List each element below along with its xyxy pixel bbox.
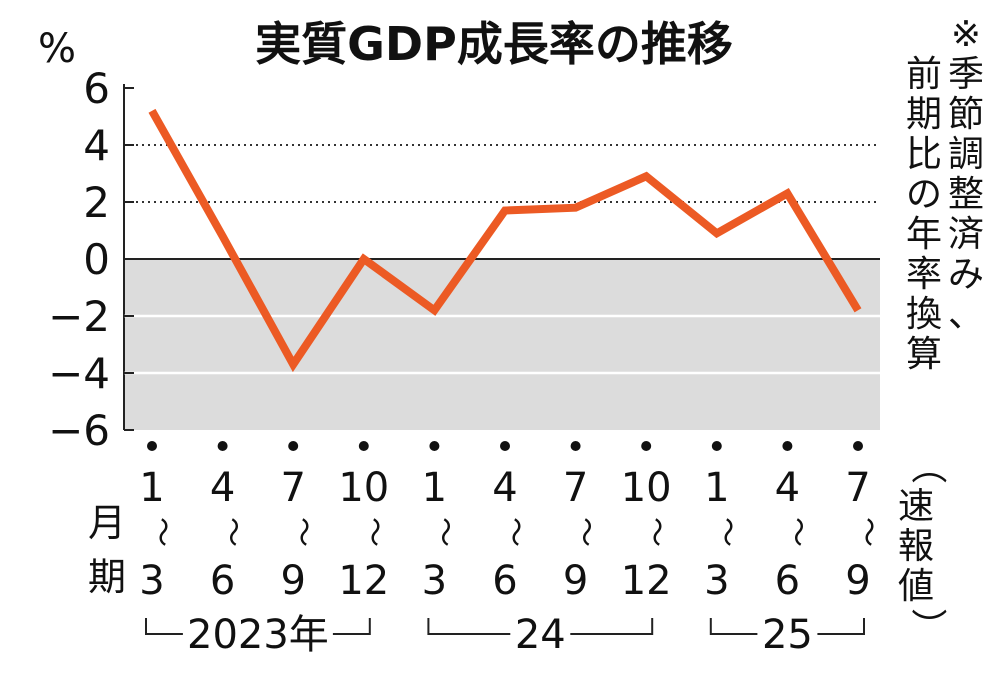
x-tick-tilde: ～ <box>144 517 179 547</box>
x-axis-prefix-month: 月 <box>88 501 126 545</box>
note-char: 年 <box>906 214 942 255</box>
flash-char: 値 <box>898 566 934 607</box>
x-tick-dot <box>288 441 299 451</box>
y-tick-label: −4 <box>48 349 110 398</box>
year-bracket-right <box>570 618 654 635</box>
x-tick-start: 7 <box>563 465 588 511</box>
flash-char: 報 <box>898 526 934 567</box>
year-bracket-left <box>427 618 511 635</box>
y-tick-label: −2 <box>48 292 110 341</box>
x-tick-dot <box>570 441 581 451</box>
x-tick-end: 6 <box>492 558 517 604</box>
x-tick-end: 9 <box>563 558 588 604</box>
note-char: 期 <box>906 94 942 135</box>
x-tick-dot <box>641 441 652 451</box>
note-char: 季 <box>948 54 984 95</box>
x-tick-start: 1 <box>422 465 447 511</box>
x-tick-start: 4 <box>775 465 800 511</box>
x-tick-start: 7 <box>845 465 870 511</box>
flash-paren: （ <box>907 448 948 484</box>
x-tick-tilde: ～ <box>779 517 814 547</box>
note-char: 率 <box>906 254 942 295</box>
flash-char: 速 <box>898 486 934 527</box>
x-tick-dot <box>711 441 722 451</box>
y-unit-label: % <box>38 26 76 72</box>
x-tick-tilde: ～ <box>850 517 885 547</box>
x-tick-tilde: ～ <box>285 517 320 547</box>
plot-background <box>124 259 880 430</box>
x-tick-end: 6 <box>210 558 235 604</box>
x-tick-tilde: ～ <box>215 517 250 547</box>
x-tick-end: 9 <box>845 558 870 604</box>
x-tick-dot <box>782 441 793 451</box>
note-char: 、 <box>948 294 984 335</box>
x-tick-start: 1 <box>139 465 164 511</box>
y-tick-label: −6 <box>48 406 110 455</box>
x-tick-end: 12 <box>621 558 672 604</box>
x-tick-start: 4 <box>210 465 235 511</box>
x-tick-end: 3 <box>139 558 164 604</box>
flash-paren: ） <box>907 608 948 644</box>
year-groups: 2023年 24 25 <box>145 612 865 658</box>
year-label: 2023年 <box>187 612 329 658</box>
x-tick-tilde: ～ <box>426 517 461 547</box>
note-char: 節 <box>948 94 984 135</box>
x-tick-tilde: ～ <box>356 517 391 547</box>
x-axis-prefix-period: 期 <box>88 555 126 599</box>
flash-estimate-label: （速報値） <box>898 448 948 644</box>
x-tick-dot <box>217 441 228 451</box>
x-tick-end: 3 <box>704 558 729 604</box>
note-char: の <box>906 174 942 215</box>
x-tick-tilde: ～ <box>709 517 744 547</box>
note-char: 比 <box>906 134 942 175</box>
x-tick-dot <box>853 441 863 451</box>
x-tick-dot <box>500 441 510 451</box>
year-bracket-right <box>332 618 371 635</box>
x-tick-labels: 1 ～ 3 4 ～ 6 7 ～ 9 10 ～ 12 1 ～ 3 4 ～ 6 7 ～ 9 10 ～ 12 1 ～ 3 4 ～ 6 7 ～ 9 <box>139 441 885 604</box>
x-tick-tilde: ～ <box>497 517 532 547</box>
y-tick-label: 6 <box>83 64 110 113</box>
x-tick-end: 3 <box>422 558 447 604</box>
note-char: 済 <box>948 214 984 255</box>
y-tick-label: 2 <box>83 178 110 227</box>
note-char: 換 <box>906 294 942 335</box>
series-layer <box>148 108 862 373</box>
x-tick-start: 4 <box>492 465 517 511</box>
note-char: み <box>948 254 984 295</box>
y-tick-label: 4 <box>83 121 110 170</box>
x-tick-start: 10 <box>621 465 672 511</box>
series-line <box>148 108 862 373</box>
note-char: 整 <box>948 174 984 215</box>
year-label: 24 <box>515 612 566 658</box>
year-bracket-left <box>145 618 183 635</box>
y-tick-labels: 6 4 2 0 −2 −4 −6 <box>48 64 110 455</box>
note-char: 前 <box>906 54 942 95</box>
chart-title: 実質GDP成長率の推移 <box>255 17 733 71</box>
note-char: 算 <box>906 334 942 375</box>
year-bracket-right <box>817 618 865 635</box>
x-tick-end: 12 <box>338 558 389 604</box>
negative-area <box>124 259 880 430</box>
x-tick-dot <box>358 441 369 451</box>
year-bracket-left <box>709 618 758 635</box>
x-tick-dot <box>429 441 440 451</box>
x-tick-end: 6 <box>775 558 800 604</box>
y-tick-label: 0 <box>83 235 110 284</box>
gridlines <box>123 84 880 431</box>
x-tick-start: 1 <box>704 465 729 511</box>
note-char: ※ <box>951 14 981 55</box>
x-tick-tilde: ～ <box>638 517 673 547</box>
x-tick-end: 9 <box>280 558 305 604</box>
x-tick-start: 7 <box>280 465 305 511</box>
x-tick-tilde: ～ <box>568 517 603 547</box>
x-tick-dot <box>147 441 157 451</box>
x-tick-start: 10 <box>338 465 389 511</box>
year-label: 25 <box>762 612 813 658</box>
note-char: 調 <box>948 134 984 175</box>
